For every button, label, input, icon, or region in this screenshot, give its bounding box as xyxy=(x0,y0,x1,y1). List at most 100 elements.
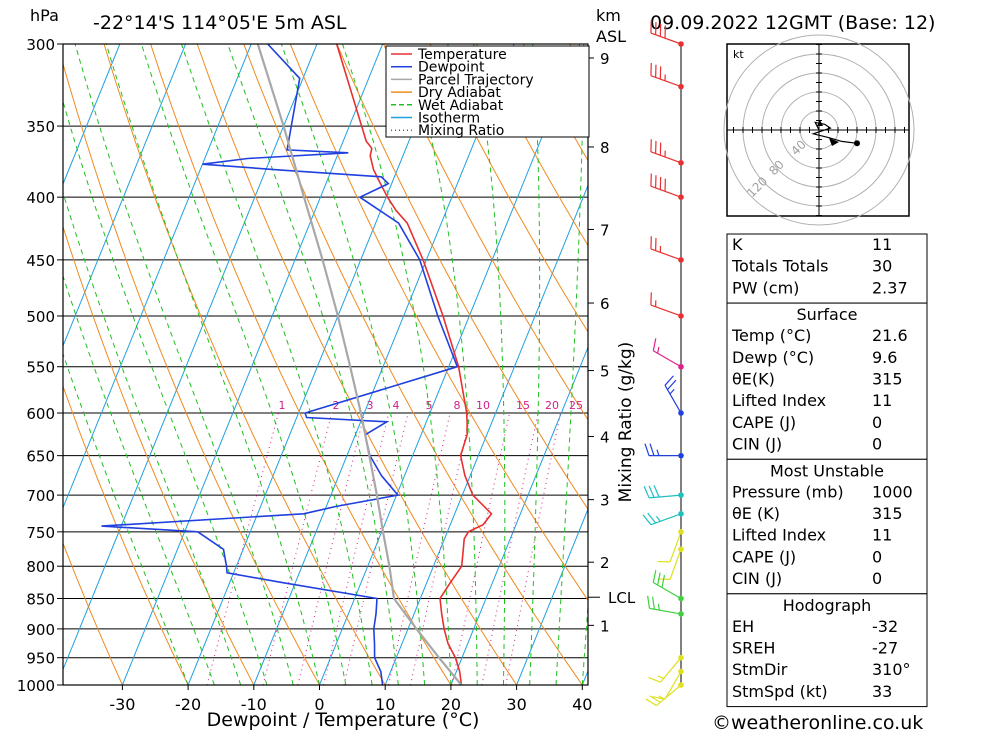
indices-value: 310° xyxy=(872,660,911,679)
indices-value: 0 xyxy=(872,435,882,454)
km-tick-label: 6 xyxy=(600,295,610,313)
km-tick-label: 2 xyxy=(600,554,610,572)
indices-value: 315 xyxy=(872,504,903,523)
wind-barb-feather xyxy=(647,595,651,609)
indices-block xyxy=(726,458,928,595)
dry-adiabat-line xyxy=(150,44,452,685)
x-tick-label: -10 xyxy=(241,695,267,714)
wind-barb xyxy=(650,139,684,166)
indices-value: 33 xyxy=(872,682,892,701)
indices-value: 11 xyxy=(872,235,892,254)
indices-label: Lifted Index xyxy=(732,526,826,545)
mixing-ratio-label: 25 xyxy=(569,399,583,412)
wet-adiabat-line xyxy=(63,352,189,685)
wind-barb-feather xyxy=(652,338,657,351)
wind-barb-staff xyxy=(664,385,682,414)
wind-barb-staff xyxy=(650,185,682,198)
mixing-ratio-line xyxy=(505,412,561,685)
legend-label: Parcel Trajectory xyxy=(418,72,534,88)
location-title: -22°14'S 114°05'E 5m ASL xyxy=(93,12,347,34)
indices-value: 1000 xyxy=(872,482,913,501)
indices-label: EH xyxy=(732,617,754,636)
wet-adiabat-line xyxy=(555,44,585,685)
wind-barb-half-feather xyxy=(655,515,661,522)
x-tick-label: 40 xyxy=(572,695,592,714)
wind-barb-feather xyxy=(657,572,661,586)
mixing-ratio-line xyxy=(451,412,511,685)
hodograph-trace xyxy=(811,121,858,144)
dry-adiabat-line xyxy=(103,44,386,685)
wet-adiabat-line xyxy=(63,99,268,685)
wind-barb-feather xyxy=(649,695,661,703)
indices-block-title: Hodograph xyxy=(783,596,872,615)
indices-block xyxy=(726,593,928,708)
mixing-ratio-label: 5 xyxy=(426,399,433,412)
indices-table: K 11 Totals Totals 30 PW (cm) 2.37 Surface Temp… xyxy=(726,233,928,708)
wind-barb-column xyxy=(642,20,684,707)
indices-label: SREH xyxy=(732,639,775,658)
wind-barb-staff xyxy=(659,657,682,683)
axes: 3003504004505005506006507007508008509009… xyxy=(17,36,636,714)
wind-barb xyxy=(650,63,684,90)
dewpoint-line xyxy=(101,44,459,685)
mixing-ratio-line xyxy=(297,412,366,685)
indices-value: 9.6 xyxy=(872,348,897,367)
isotherm-line xyxy=(384,184,588,685)
indices-value: 2.37 xyxy=(872,278,908,297)
wet-adiabat-line xyxy=(408,44,478,685)
wind-barb xyxy=(644,443,684,459)
wet-adiabat-line xyxy=(63,274,215,685)
indices-label: K xyxy=(732,235,743,254)
indices-label: θE(K) xyxy=(732,370,775,389)
indices-value: 11 xyxy=(872,391,892,410)
wind-barb-feather xyxy=(652,569,657,583)
legend-label: Wet Adiabat xyxy=(418,98,504,114)
mixing-ratio-label: 1 xyxy=(279,399,286,412)
isotherm-line xyxy=(516,507,588,685)
pressure-tick-label: 300 xyxy=(26,36,55,54)
isotherm-line xyxy=(63,44,187,348)
pressure-tick-label: 850 xyxy=(26,590,55,608)
indices-value: 315 xyxy=(872,370,903,389)
dry-adiabat-line xyxy=(336,44,588,511)
pressure-tick-label: 450 xyxy=(26,252,55,270)
pressure-tick-label: 800 xyxy=(26,558,55,576)
wind-barb xyxy=(650,20,684,47)
mixing-ratio-label: 2 xyxy=(333,399,340,412)
wind-barb-half-feather xyxy=(669,388,675,395)
wind-barb-staff xyxy=(650,151,682,164)
indices-value: -32 xyxy=(872,617,898,636)
pressure-tick-label: 600 xyxy=(26,405,55,423)
wind-barb-feather xyxy=(648,676,661,683)
wind-barb xyxy=(643,485,684,499)
wind-barb xyxy=(642,510,684,526)
indices-value: 0 xyxy=(872,547,882,566)
dry-adiabat-line xyxy=(942,44,1000,685)
wind-barb-staff xyxy=(652,350,682,368)
wind-barb-half-feather xyxy=(656,449,660,456)
pressure-tick-label: 550 xyxy=(26,359,55,377)
isotherm-line xyxy=(253,44,515,685)
wind-barb xyxy=(647,595,684,617)
wind-barb-staff xyxy=(650,304,682,317)
wind-barb xyxy=(645,682,684,707)
wind-barb-half-feather xyxy=(658,695,665,700)
pressure-tick-label: 750 xyxy=(26,524,55,542)
isotherm-line xyxy=(121,44,384,685)
legend-label: Temperature xyxy=(417,47,507,63)
wind-barb-staff xyxy=(650,75,682,88)
wind-barb-staff xyxy=(649,494,682,499)
km-tick-label: 9 xyxy=(600,50,610,68)
legend-label: Mixing Ratio xyxy=(418,123,504,139)
indices-label: CIN (J) xyxy=(732,435,782,454)
indices-label: Pressure (mb) xyxy=(732,482,844,501)
indices-value: 11 xyxy=(872,526,892,545)
dry-adiabat-line xyxy=(429,44,588,333)
mixing-ratio-label: 15 xyxy=(516,399,530,412)
km-tick-label: 3 xyxy=(600,492,610,510)
wind-barb-feather xyxy=(667,379,677,391)
credit-link[interactable]: ©weatheronline.co.uk xyxy=(712,712,923,733)
wind-barb-staff xyxy=(652,581,682,599)
isotherm-line xyxy=(63,44,121,186)
mixing-ratio-label: 10 xyxy=(476,399,490,412)
